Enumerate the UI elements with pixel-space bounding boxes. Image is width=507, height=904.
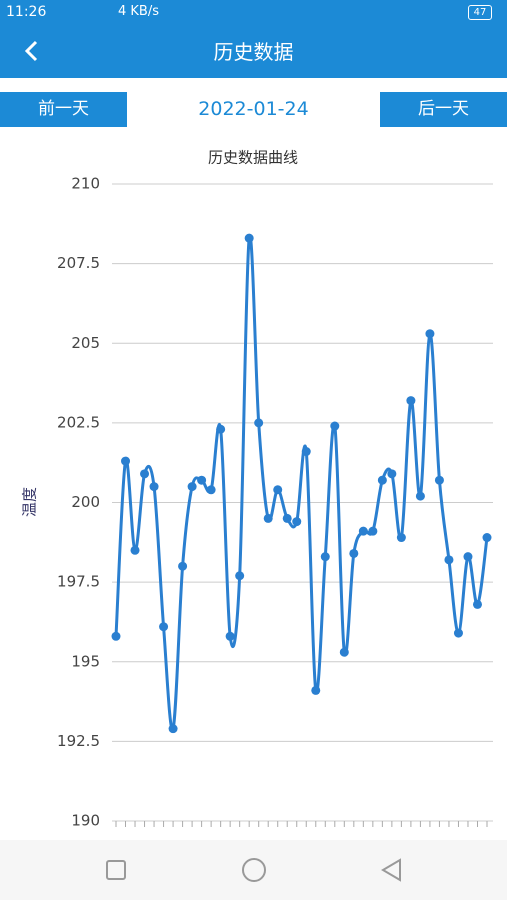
back-button[interactable]	[20, 38, 44, 64]
point	[320, 552, 330, 562]
y-tick-label: 210	[71, 175, 100, 193]
battery: 47	[468, 5, 492, 20]
point	[425, 329, 435, 339]
point	[463, 552, 473, 562]
status-time: 11:26	[6, 4, 47, 20]
point	[434, 475, 444, 485]
point	[349, 548, 359, 558]
point	[254, 418, 264, 428]
status-speed: 4 KB/s	[118, 4, 159, 19]
point	[282, 513, 292, 523]
system-nav	[0, 840, 507, 900]
y-tick-label: 202.5	[57, 413, 100, 431]
point	[415, 491, 425, 501]
point	[159, 622, 169, 632]
point	[244, 233, 254, 243]
point	[311, 685, 321, 695]
app-bar: 11:26 4 KB/s 47 历史数据	[0, 0, 507, 78]
page-title: 历史数据	[213, 40, 294, 64]
point	[387, 469, 397, 479]
y-tick-label: 197.5	[57, 573, 100, 591]
point	[225, 631, 235, 641]
y-tick-label: 200	[71, 493, 100, 511]
point	[396, 533, 406, 543]
prev-day-button[interactable]: 前一天	[0, 92, 127, 127]
point	[472, 599, 482, 609]
point	[453, 628, 463, 638]
point	[330, 421, 340, 431]
chart: 历史数据曲线 温度 190 192.5 195 197.5 200 202.5 205 207…	[21, 149, 493, 830]
point	[377, 475, 387, 485]
y-tick-label: 205	[71, 334, 100, 352]
point	[235, 571, 245, 581]
point	[149, 482, 159, 492]
point	[121, 456, 131, 466]
point	[216, 424, 226, 434]
y-tick-label: 195	[71, 652, 100, 670]
point	[406, 396, 416, 406]
point	[358, 526, 368, 536]
point	[197, 475, 207, 485]
system-nav-icons	[106, 858, 401, 882]
next-day-button[interactable]: 后一天	[380, 92, 507, 127]
point	[168, 724, 178, 734]
point	[178, 561, 188, 571]
y-tick-label: 190	[71, 812, 100, 830]
point	[368, 526, 378, 536]
point	[111, 631, 121, 641]
point	[263, 513, 273, 523]
point	[339, 647, 349, 657]
point	[130, 545, 140, 555]
chart-title: 历史数据曲线	[208, 149, 298, 167]
point	[482, 533, 492, 543]
y-axis-label: 温度	[21, 487, 39, 517]
point	[206, 485, 216, 495]
point	[301, 447, 311, 457]
point	[273, 485, 283, 495]
point	[292, 517, 302, 527]
point	[187, 482, 197, 492]
y-tick-label: 207.5	[57, 254, 100, 272]
line	[114, 234, 489, 732]
date-label: 2022-01-24	[198, 98, 309, 120]
y-tick-label: 192.5	[57, 732, 100, 750]
point	[140, 469, 150, 479]
point	[444, 555, 454, 565]
